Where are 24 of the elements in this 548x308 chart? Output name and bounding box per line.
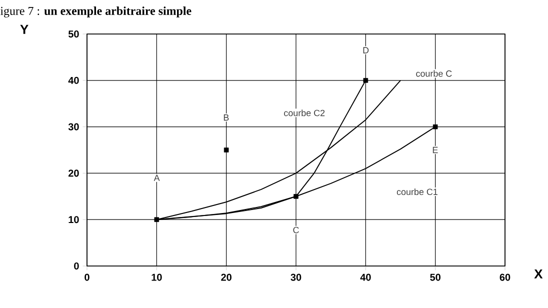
annotation: E [432, 146, 438, 154]
y-axis-title: Y [20, 24, 28, 34]
y-tick-label: 20 [68, 170, 79, 177]
chart-title: igure 7 : un exemple arbitraire simple [0, 6, 192, 18]
y-tick-label: 0 [74, 262, 79, 270]
annotation: courbe C [416, 70, 452, 77]
x-tick-label: 20 [221, 274, 232, 281]
annotation: D [363, 47, 369, 54]
x-axis-title: X [534, 270, 543, 278]
annotation: C [293, 226, 299, 234]
x-tick-label: 40 [360, 274, 371, 281]
x-tick-label: 60 [500, 274, 510, 281]
annotation: courbe C1 [396, 188, 438, 196]
annotation: B [224, 114, 229, 121]
annotation: courbe C2 [284, 110, 325, 116]
annotation: A [154, 174, 160, 181]
x-tick-label: 10 [152, 274, 162, 281]
y-tick-label: 10 [68, 216, 79, 224]
x-tick-label: 30 [290, 274, 302, 281]
y-tick-label: 50 [68, 30, 79, 38]
x-tick-label: 0 [84, 274, 90, 281]
x-tick-label: 50 [430, 274, 440, 281]
y-tick-label: 40 [68, 76, 79, 84]
y-tick-label: 30 [68, 123, 79, 130]
